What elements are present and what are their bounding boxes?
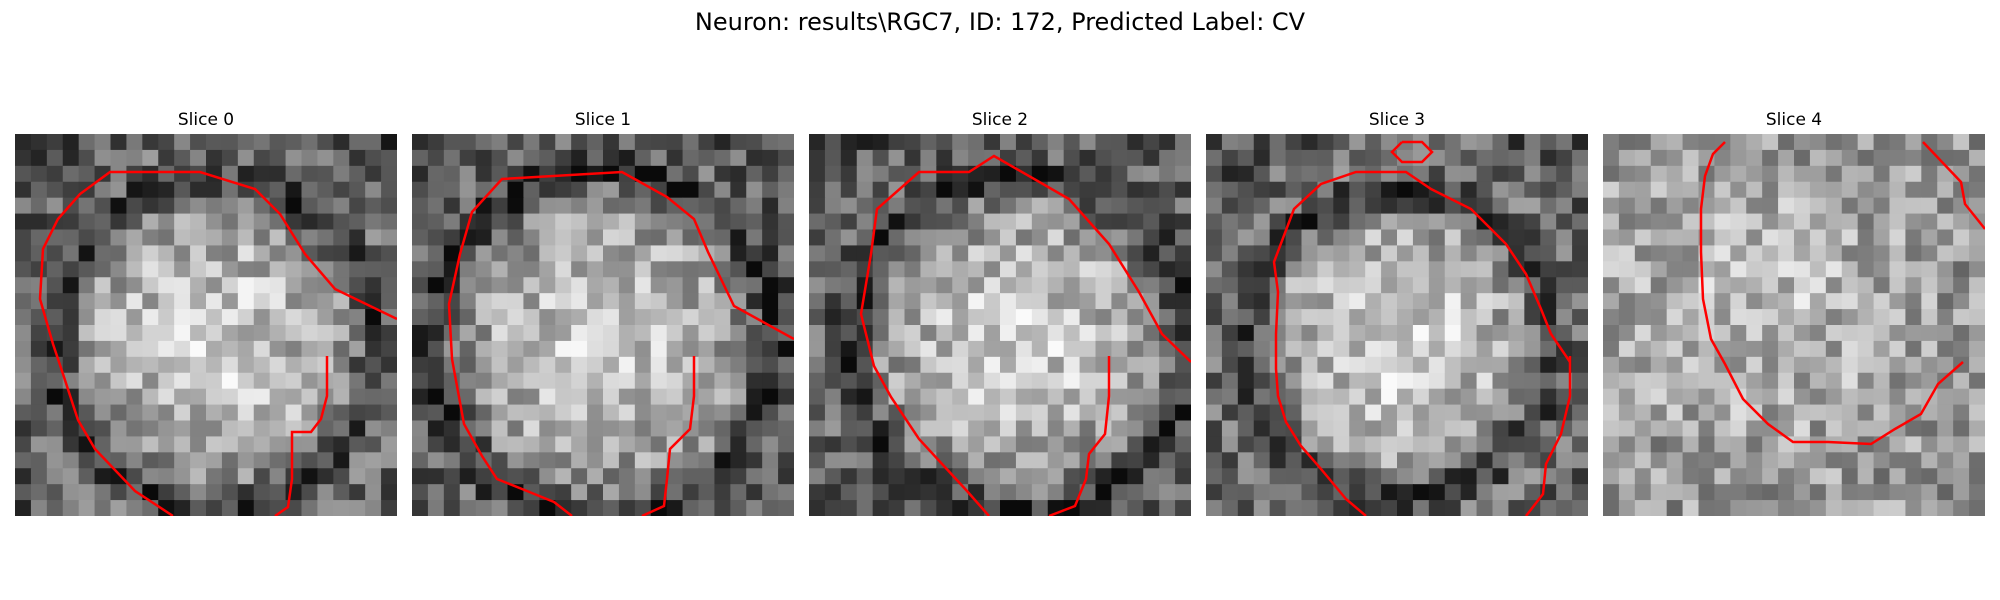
slice-title: Slice 3 — [1368, 110, 1426, 130]
segmentation-contour — [859, 154, 1191, 516]
slice-image — [1603, 134, 1985, 516]
segmentation-contour — [1390, 140, 1434, 164]
slice-panel-1: Slice 1 — [412, 110, 794, 516]
segmentation-contour — [1525, 356, 1572, 516]
segmentation-contour — [274, 356, 329, 516]
slice-panel-4: Slice 4 — [1603, 110, 1985, 516]
slice-panel-3: Slice 3 — [1206, 110, 1588, 516]
slice-panel-2: Slice 2 — [809, 110, 1191, 516]
slice-panel-0: Slice 0 — [15, 110, 397, 516]
figure-title: Neuron: results\RGC7, ID: 172, Predicted… — [694, 8, 1306, 36]
slice-image — [1206, 134, 1588, 516]
segmentation-contour — [641, 356, 696, 516]
segmentation-contour — [447, 170, 794, 516]
slice-image — [809, 134, 1191, 516]
slice-title: Slice 0 — [177, 110, 235, 130]
segmentation-contour — [1922, 141, 1985, 230]
slice-title: Slice 2 — [971, 110, 1029, 130]
slice-image — [412, 134, 794, 516]
segmentation-contour — [1048, 356, 1111, 516]
slice-image — [15, 134, 397, 516]
segmentation-contour — [1699, 141, 1964, 446]
segmentation-contour — [38, 170, 397, 516]
slice-title: Slice 4 — [1765, 110, 1823, 130]
slice-title: Slice 1 — [574, 110, 632, 130]
segmentation-contour — [1272, 170, 1572, 516]
